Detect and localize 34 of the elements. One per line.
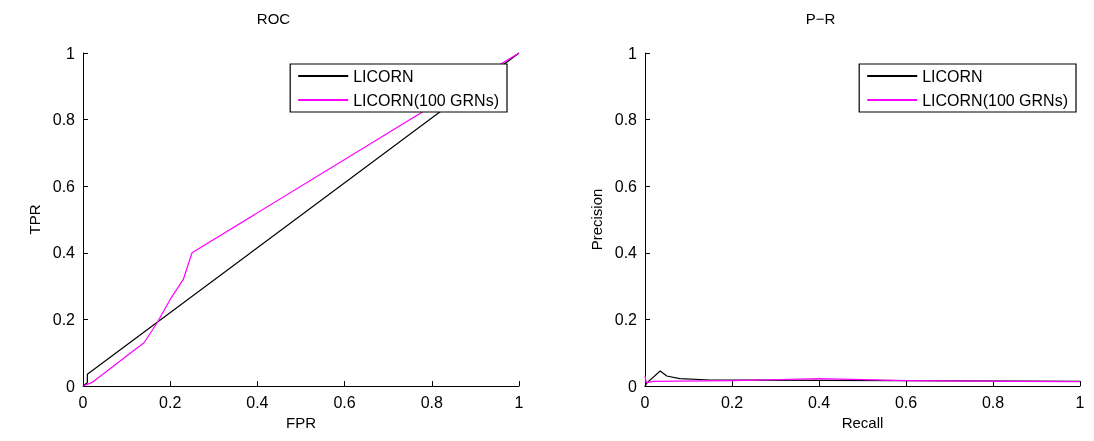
x-tick-label: 0.6 [333, 393, 356, 411]
y-axis-title: Precision [587, 188, 605, 251]
chart-title: P−R [805, 10, 836, 27]
y-tick-label: 1 [66, 44, 76, 62]
x-tick-label: 0.2 [720, 393, 744, 411]
x-tick-label: 1 [514, 393, 524, 411]
y-tick-label: 0.6 [52, 177, 76, 195]
legend-label: LICORN [353, 67, 414, 85]
y-tick-label: 0 [66, 377, 76, 395]
legend-label: LICORN(100 GRNs) [922, 91, 1069, 109]
x-tick-label: 0.4 [807, 393, 831, 411]
x-axis-title: FPR [286, 413, 317, 431]
x-tick-label: 0 [78, 393, 88, 411]
y-tick-label: 0.8 [614, 111, 638, 129]
x-tick-label: 0.8 [981, 393, 1005, 411]
x-tick-label: 1 [1075, 393, 1085, 411]
y-tick-label: 0.6 [614, 177, 638, 195]
x-tick-label: 0 [640, 393, 650, 411]
x-tick-label: 0.8 [420, 393, 444, 411]
y-tick-label: 0.4 [52, 244, 76, 262]
y-tick-label: 1 [628, 44, 638, 62]
x-tick-label: 0.4 [246, 393, 269, 411]
y-axis-title: TPR [25, 204, 43, 235]
y-tick-label: 0.2 [614, 310, 638, 328]
y-tick-label: 0 [628, 377, 638, 395]
legend-label: LICORN(100 GRNs) [353, 91, 500, 109]
x-axis-title: Recall [841, 413, 884, 431]
y-tick-label: 0.2 [52, 310, 76, 328]
y-tick-label: 0.8 [52, 111, 76, 129]
x-tick-label: 0.2 [159, 393, 182, 411]
y-tick-label: 0.4 [614, 244, 638, 262]
x-tick-label: 0.6 [894, 393, 918, 411]
chart-title: ROC [256, 10, 291, 27]
legend-label: LICORN [922, 67, 983, 85]
